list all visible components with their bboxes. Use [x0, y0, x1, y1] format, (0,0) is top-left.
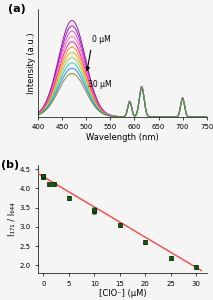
X-axis label: Wavelength (nm): Wavelength (nm) [86, 133, 159, 142]
Text: 0 μM: 0 μM [92, 34, 111, 43]
Y-axis label: Intensity (a.u.): Intensity (a.u.) [27, 32, 36, 94]
Text: 30 μM: 30 μM [88, 80, 111, 89]
Text: (b): (b) [1, 160, 19, 170]
Text: (a): (a) [8, 4, 26, 14]
X-axis label: [ClO⁻] (μM): [ClO⁻] (μM) [99, 290, 146, 298]
Y-axis label: I₁₇₁ / I₆₄₄: I₁₇₁ / I₆₄₄ [8, 202, 17, 236]
